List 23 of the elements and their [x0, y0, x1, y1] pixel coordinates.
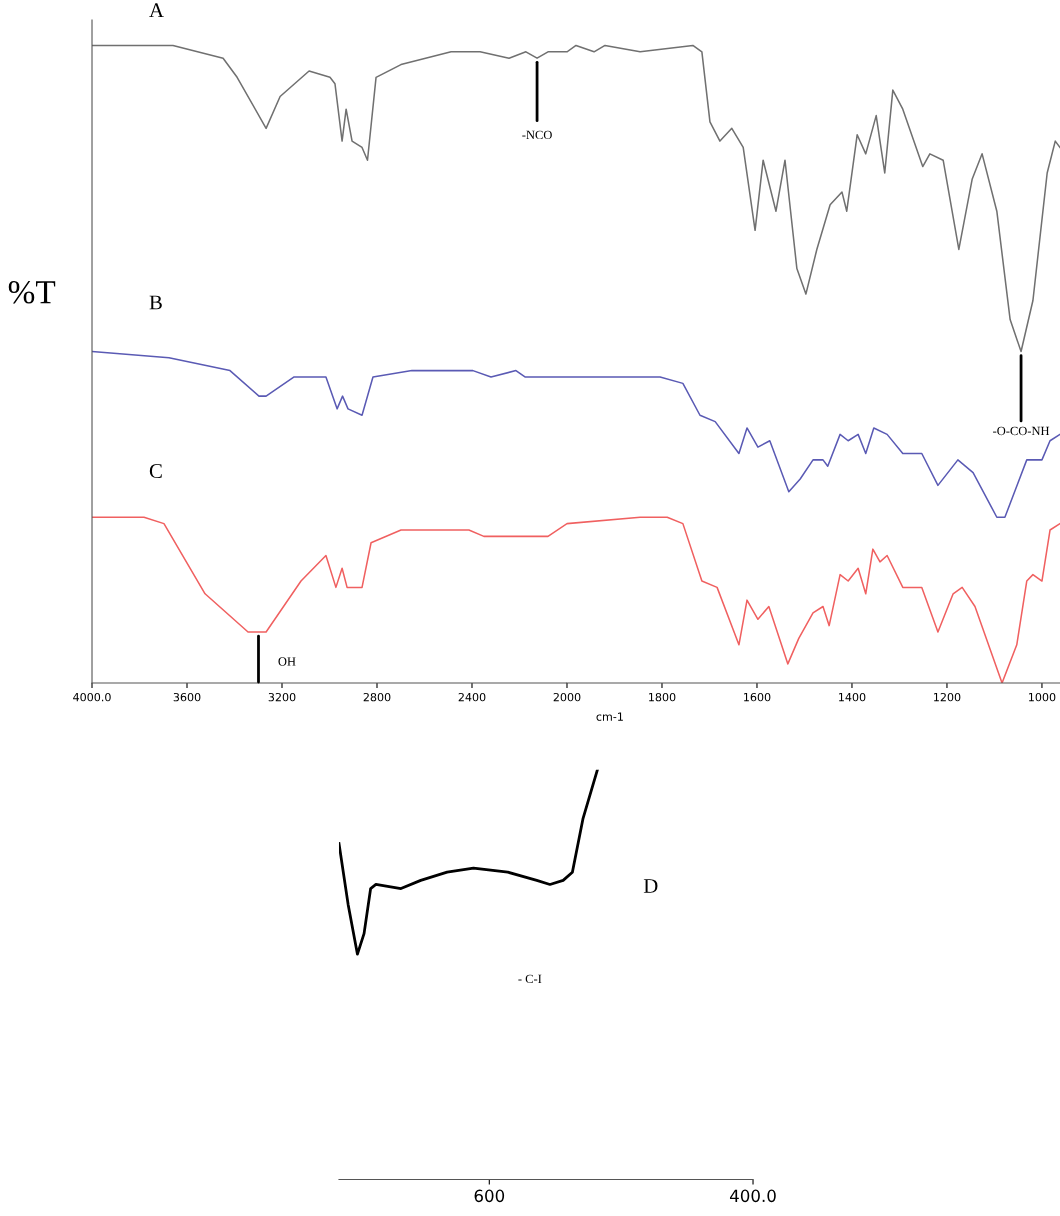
- x-tick-label: 1600: [744, 692, 771, 702]
- x-tick-label: 2000: [553, 692, 581, 702]
- annotation: -NCO: [522, 130, 552, 140]
- x-tick-label: 3200: [268, 692, 296, 702]
- x-tick-label: 1200: [934, 692, 961, 702]
- annotation: -O-CO-NH: [993, 426, 1050, 436]
- x-tick-label: 3600: [173, 692, 201, 702]
- x-tick-label: 1000: [1029, 692, 1056, 702]
- x-tick-label: 1800: [649, 692, 676, 702]
- x-tick-label: 400.0: [729, 1189, 776, 1203]
- x-tick-label: 2400: [458, 692, 486, 702]
- annotation: OH: [278, 657, 296, 666]
- x-tick-label: 4000.0: [73, 692, 111, 702]
- x-tick-label: 2800: [363, 692, 391, 702]
- annotation: - C-I: [518, 974, 542, 984]
- series-label: C: [149, 464, 162, 479]
- y-axis-title: %T: [8, 280, 56, 304]
- x-tick-label: 600: [474, 1189, 505, 1203]
- x-axis-title: cm-1: [596, 712, 623, 721]
- x-tick-label: 1400: [839, 692, 866, 702]
- text: B: [149, 295, 162, 310]
- text: D: [643, 879, 658, 893]
- series-label: A: [149, 3, 164, 18]
